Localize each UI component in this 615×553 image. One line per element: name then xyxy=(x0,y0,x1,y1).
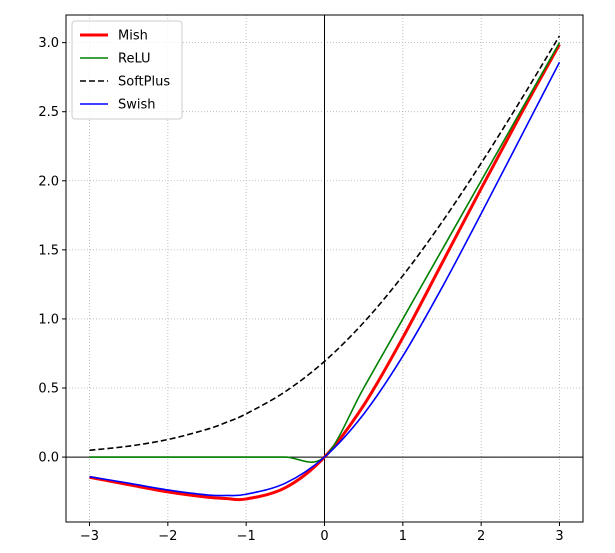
x-tick-label: 1 xyxy=(399,529,407,544)
x-tick-label: 3 xyxy=(555,529,563,544)
x-tick-label: 2 xyxy=(477,529,485,544)
x-tick-label: −1 xyxy=(237,529,256,544)
legend-items: Mish ReLU SoftPlus Swish xyxy=(80,29,170,113)
legend: Mish ReLU SoftPlus Swish xyxy=(71,20,183,120)
series-lines xyxy=(89,35,561,502)
legend-box xyxy=(71,20,183,120)
legend-label-softplus: SoftPlus xyxy=(118,75,170,90)
x-tick-label: −2 xyxy=(158,529,177,544)
axis-ticks: −3 −2 −1 0 1 2 3 0.0 0.5 1.0 1.5 2.0 2.5 3.0 xyxy=(38,36,563,544)
x-tick-label: −3 xyxy=(80,529,99,544)
y-tick-label: 3.0 xyxy=(38,36,59,51)
series-line-softplus xyxy=(89,35,561,452)
legend-label-relu: ReLU xyxy=(118,52,151,67)
x-tick-label: 0 xyxy=(320,529,328,544)
y-tick-label: 0.5 xyxy=(38,381,59,396)
y-tick-label: 2.5 xyxy=(38,105,59,120)
legend-label-mish: Mish xyxy=(118,29,148,44)
y-tick-label: 2.0 xyxy=(38,174,59,189)
series-line-swish xyxy=(89,61,561,497)
y-tick-label: 1.5 xyxy=(38,243,59,258)
y-tick-label: 0.0 xyxy=(38,451,59,466)
legend-label-swish: Swish xyxy=(118,98,156,113)
y-tick-label: 1.0 xyxy=(38,312,59,327)
